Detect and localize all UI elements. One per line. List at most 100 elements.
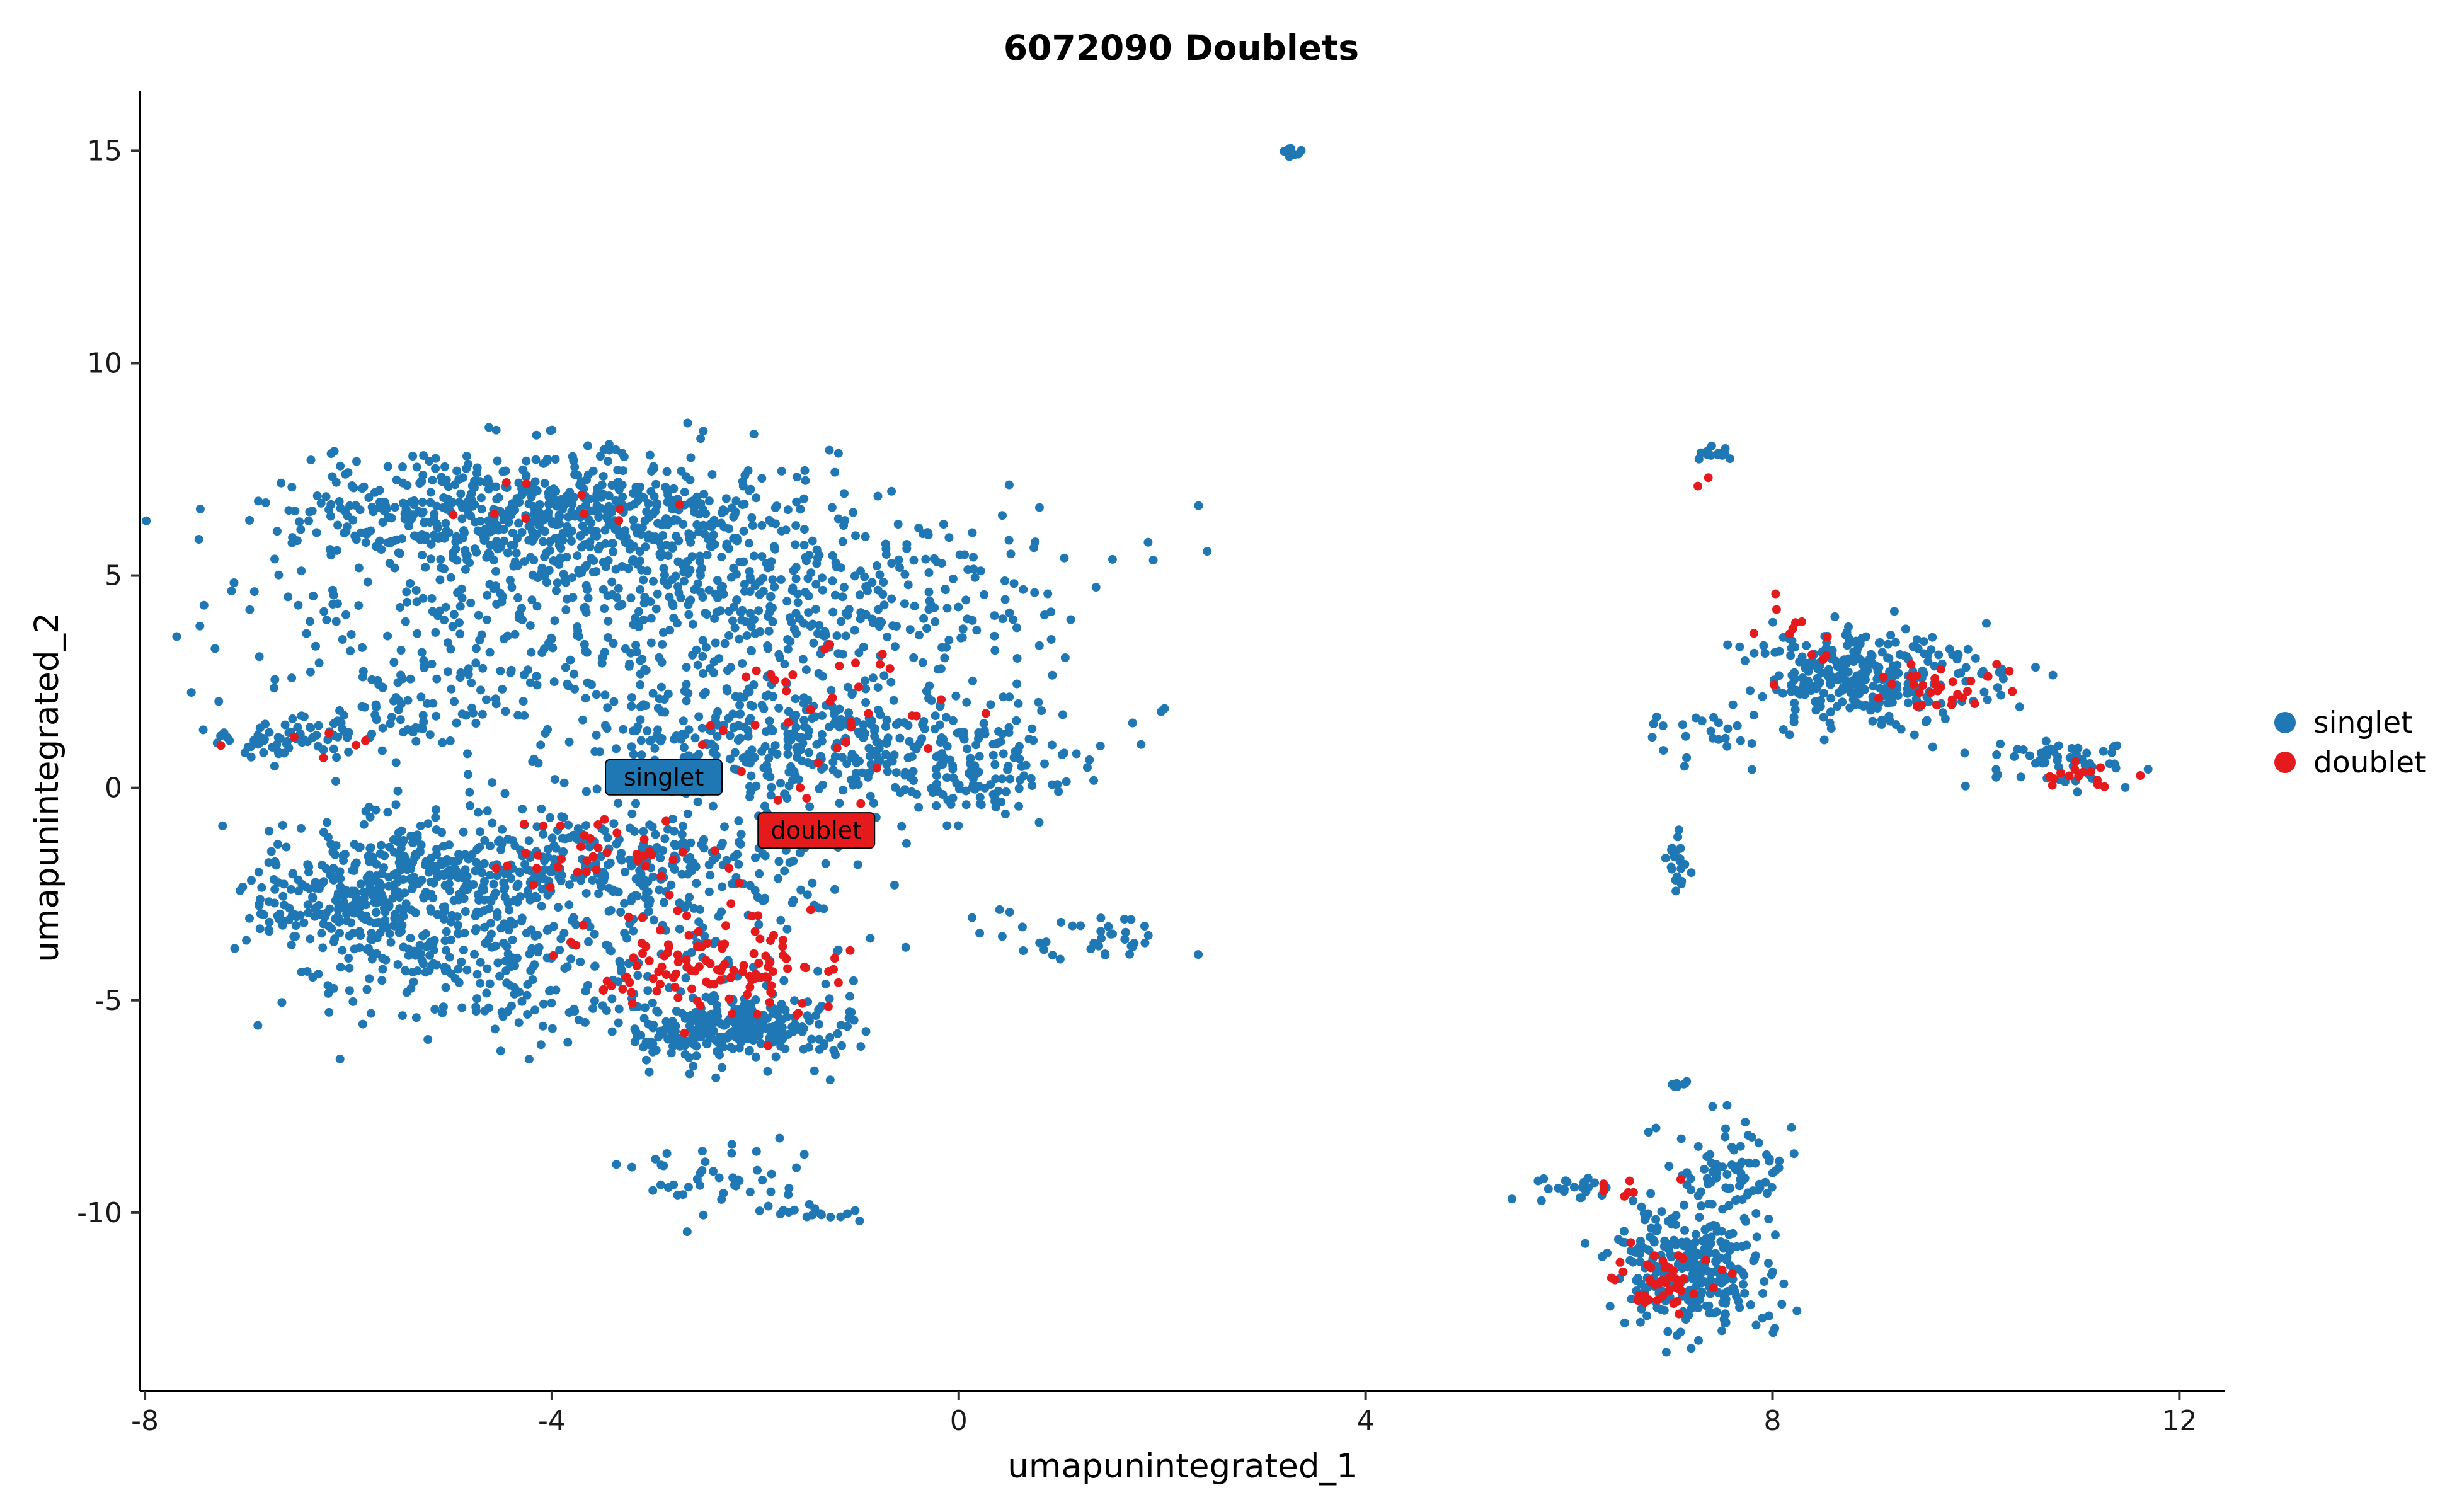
singlet-point (744, 1046, 753, 1056)
singlet-point (694, 527, 704, 537)
singlet-point (598, 472, 608, 481)
singlet-point (540, 552, 549, 561)
doublet-point (1906, 660, 1916, 669)
singlet-point (698, 636, 707, 645)
singlet-point (1560, 1184, 1569, 1194)
singlet-point (684, 725, 694, 735)
singlet-point (1838, 683, 1848, 692)
singlet-point (1203, 547, 1212, 556)
doublet-point (872, 764, 881, 773)
singlet-point (528, 536, 537, 546)
singlet-point (680, 1050, 690, 1059)
singlet-point (941, 585, 950, 593)
singlet-point (653, 589, 662, 598)
singlet-point (1019, 946, 1028, 955)
singlet-point (559, 570, 568, 579)
singlet-point (474, 808, 483, 817)
singlet-point (446, 644, 455, 654)
singlet-point (1735, 642, 1744, 651)
singlet-point (570, 684, 580, 694)
singlet-point (1913, 644, 1923, 653)
singlet-point (513, 561, 523, 570)
singlet-point (486, 896, 496, 906)
singlet-point (453, 856, 462, 866)
doublet-point (754, 959, 764, 968)
cluster-label-singlet: singlet (605, 759, 723, 796)
singlet-point (697, 1147, 707, 1156)
singlet-point (391, 800, 401, 810)
singlet-point (565, 880, 574, 890)
singlet-point (484, 423, 494, 432)
singlet-point (799, 722, 809, 731)
singlet-point (1822, 644, 1831, 653)
singlet-point (914, 740, 923, 750)
singlet-point (900, 718, 909, 728)
singlet-point (701, 687, 710, 697)
singlet-point (485, 648, 495, 657)
singlet-point (476, 978, 485, 988)
singlet-point (796, 505, 805, 514)
singlet-point (1194, 501, 1203, 510)
doublet-point (2071, 757, 2080, 766)
singlet-point (400, 509, 410, 518)
singlet-point (856, 614, 865, 624)
singlet-point (437, 857, 446, 866)
singlet-point (1721, 1124, 1730, 1133)
singlet-point (797, 756, 806, 765)
singlet-point (948, 716, 958, 725)
singlet-point (817, 711, 827, 720)
singlet-point (782, 597, 792, 606)
doublet-point (491, 864, 501, 873)
singlet-point (507, 1001, 516, 1011)
singlet-point (429, 946, 438, 954)
singlet-point (1120, 915, 1129, 924)
doublet-point (1625, 1176, 1634, 1186)
doublet-point (503, 861, 512, 871)
doublet-point (644, 956, 654, 966)
singlet-point (332, 546, 341, 555)
singlet-point (186, 688, 196, 697)
singlet-point (1629, 1257, 1638, 1267)
singlet-point (377, 892, 387, 902)
singlet-point (295, 517, 304, 527)
singlet-point (357, 484, 367, 493)
singlet-point (520, 860, 530, 869)
singlet-point (621, 526, 629, 536)
singlet-point (2036, 748, 2046, 758)
singlet-point (791, 694, 800, 704)
singlet-point (645, 450, 655, 460)
singlet-point (872, 751, 881, 760)
singlet-point (717, 553, 726, 562)
singlet-point (1764, 1215, 1773, 1223)
singlet-point (1762, 1189, 1772, 1198)
doublet-point (1599, 1182, 1608, 1191)
singlet-point (1726, 1183, 1735, 1193)
singlet-point (1012, 679, 1022, 689)
singlet-point (1652, 712, 1661, 721)
singlet-point (1960, 748, 1969, 758)
singlet-point (712, 1017, 721, 1026)
doublet-point (2093, 776, 2102, 785)
singlet-point (1718, 1162, 1727, 1172)
singlet-point (1760, 1277, 1769, 1286)
singlet-point (691, 1015, 701, 1024)
singlet-point (620, 898, 629, 908)
singlet-point (417, 648, 427, 657)
singlet-point (1979, 687, 1989, 697)
singlet-point (2085, 759, 2095, 768)
singlet-point (920, 724, 929, 734)
singlet-point (924, 568, 934, 577)
singlet-point (352, 858, 361, 868)
singlet-point (857, 768, 867, 777)
singlet-point (1680, 762, 1689, 771)
singlet-point (559, 778, 569, 788)
singlet-point (1034, 697, 1043, 707)
singlet-point (818, 585, 827, 595)
singlet-point (735, 701, 745, 709)
singlet-point (656, 1026, 665, 1036)
singlet-point (791, 574, 801, 583)
singlet-point (294, 886, 303, 896)
singlet-point (807, 1034, 816, 1044)
singlet-point (564, 820, 573, 830)
singlet-point (1718, 1205, 1727, 1214)
